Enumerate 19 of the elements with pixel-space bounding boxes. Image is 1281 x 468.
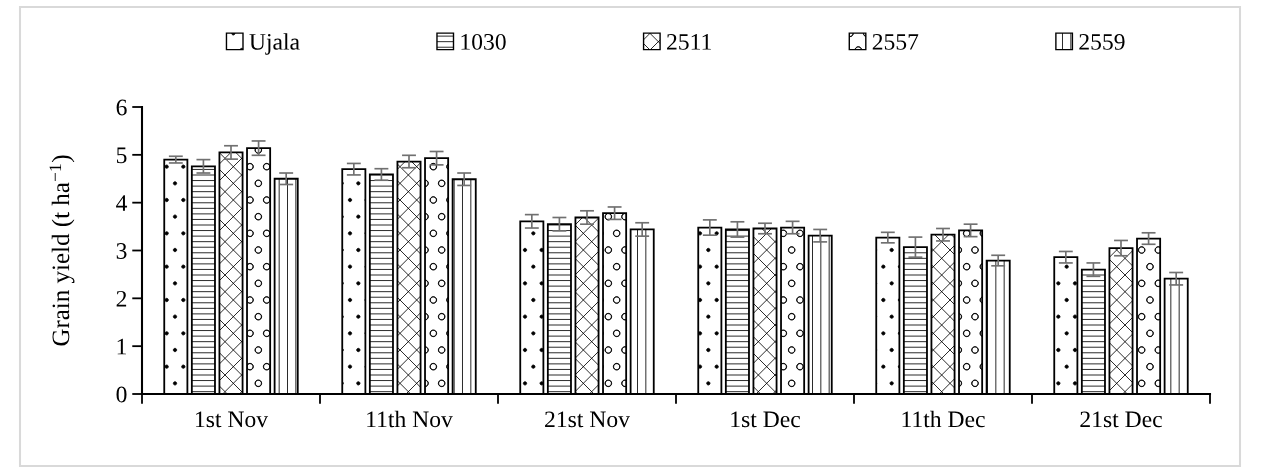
x-tick-label: 1st Dec bbox=[731, 411, 801, 428]
y-tick-label: 1 bbox=[117, 338, 126, 355]
x-tick-label: 21st Dec bbox=[1080, 411, 1162, 428]
y-tick-label: 6 bbox=[116, 99, 127, 116]
y-tick-label: 4 bbox=[116, 195, 128, 211]
legend-label: 2557 bbox=[872, 33, 919, 50]
y-tick-label: 3 bbox=[116, 243, 127, 259]
y-tick-label: 0 bbox=[116, 386, 127, 403]
x-tick-label: 11th Nov bbox=[367, 410, 453, 428]
x-tick-label: 11th Dec bbox=[902, 410, 985, 428]
legend-label: 2559 bbox=[1079, 33, 1125, 50]
x-tick-label: 21st Nov bbox=[545, 411, 630, 428]
legend-label: 1030 bbox=[461, 33, 506, 50]
y-axis-title: Grain yield (t ha$^{−1}$) bbox=[49, 155, 75, 346]
x-tick-label: 1st Nov bbox=[196, 411, 269, 428]
legend-label: Ujala bbox=[249, 33, 300, 55]
legend-label: 2511 bbox=[667, 33, 711, 50]
y-tick-label: 2 bbox=[116, 290, 127, 307]
y-tick-label: 5 bbox=[116, 147, 127, 164]
